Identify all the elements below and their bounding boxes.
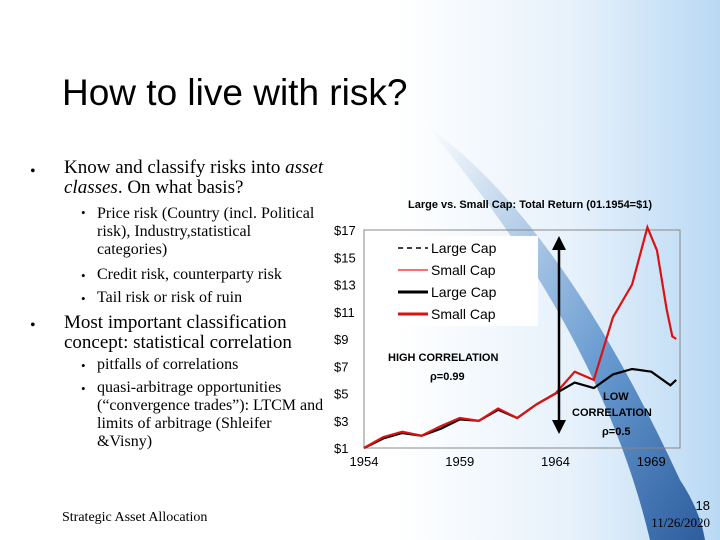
bullet-dot: • <box>30 163 36 180</box>
bullet-1-tail: . On what basis? <box>117 177 244 198</box>
x-tick-label: 1969 <box>637 454 666 469</box>
bullet-1: Know and classify risks into asset class… <box>64 158 324 198</box>
sub-bullet-dot: • <box>81 268 86 283</box>
high-correlation-label: HIGH CORRELATION <box>388 352 498 364</box>
bullet-1-italic: asset classes <box>64 157 324 198</box>
arrow-head-top <box>552 236 566 250</box>
sub-bullet-2-1: pitfalls of correlations <box>97 356 239 373</box>
sub-bullet-dot: • <box>81 381 86 396</box>
x-tick-label: 1964 <box>541 454 570 469</box>
y-tick-label: $9 <box>334 332 348 347</box>
legend-label: Small Cap <box>431 262 496 278</box>
y-tick-label: $17 <box>334 223 356 238</box>
x-tick-label: 1954 <box>350 454 379 469</box>
x-tick-label: 1959 <box>445 454 474 469</box>
high-correlation-rho: ρ=0.99 <box>430 371 465 383</box>
sub-bullet-dot: • <box>81 291 86 306</box>
sub-bullet-1-3: Tail risk or risk of ruin <box>97 289 243 306</box>
legend-label: Large Cap <box>431 284 497 300</box>
low-correlation-label: LOW <box>603 391 629 403</box>
sub-bullet-dot: • <box>81 205 86 220</box>
slide-date: 11/26/2020 <box>651 515 710 530</box>
y-tick-label: $5 <box>334 387 348 402</box>
y-tick-label: $7 <box>334 359 348 374</box>
y-tick-label: $15 <box>334 250 356 265</box>
y-tick-label: $1 <box>334 441 348 456</box>
y-tick-label: $13 <box>334 278 356 293</box>
y-tick-label: $11 <box>334 305 355 320</box>
page-number: 18 <box>695 498 710 513</box>
chart: Large vs. Small Cap: Total Return (01.19… <box>334 199 681 469</box>
sub-bullet-1-2: Credit risk, counterparty risk <box>97 266 282 283</box>
arrow-head-bottom <box>552 420 566 434</box>
bullet-1-text: Know and classify risks into <box>64 157 281 178</box>
slide-title: How to live with risk? <box>62 72 408 113</box>
low-correlation-label: CORRELATION <box>572 407 652 419</box>
sub-bullet-1-1: Price risk (Country (incl. Political ris… <box>97 205 315 258</box>
y-tick-label: $3 <box>334 414 348 429</box>
legend-label: Large Cap <box>431 240 497 256</box>
bullet-2: Most important classification concept: s… <box>64 312 292 353</box>
sub-bullet-dot: • <box>81 358 86 373</box>
bullet-dot: • <box>30 317 36 334</box>
legend-label: Small Cap <box>431 306 496 322</box>
sub-bullet-2-2: quasi-arbitrage opportunities (“converge… <box>97 379 324 450</box>
plot-frame <box>363 229 681 449</box>
low-correlation-rho: ρ=0.5 <box>602 426 631 438</box>
legend-box <box>368 236 538 326</box>
chart-title: Large vs. Small Cap: Total Return (01.19… <box>408 199 652 211</box>
series-line <box>363 223 677 449</box>
footer: Strategic Asset Allocation <box>62 510 208 525</box>
